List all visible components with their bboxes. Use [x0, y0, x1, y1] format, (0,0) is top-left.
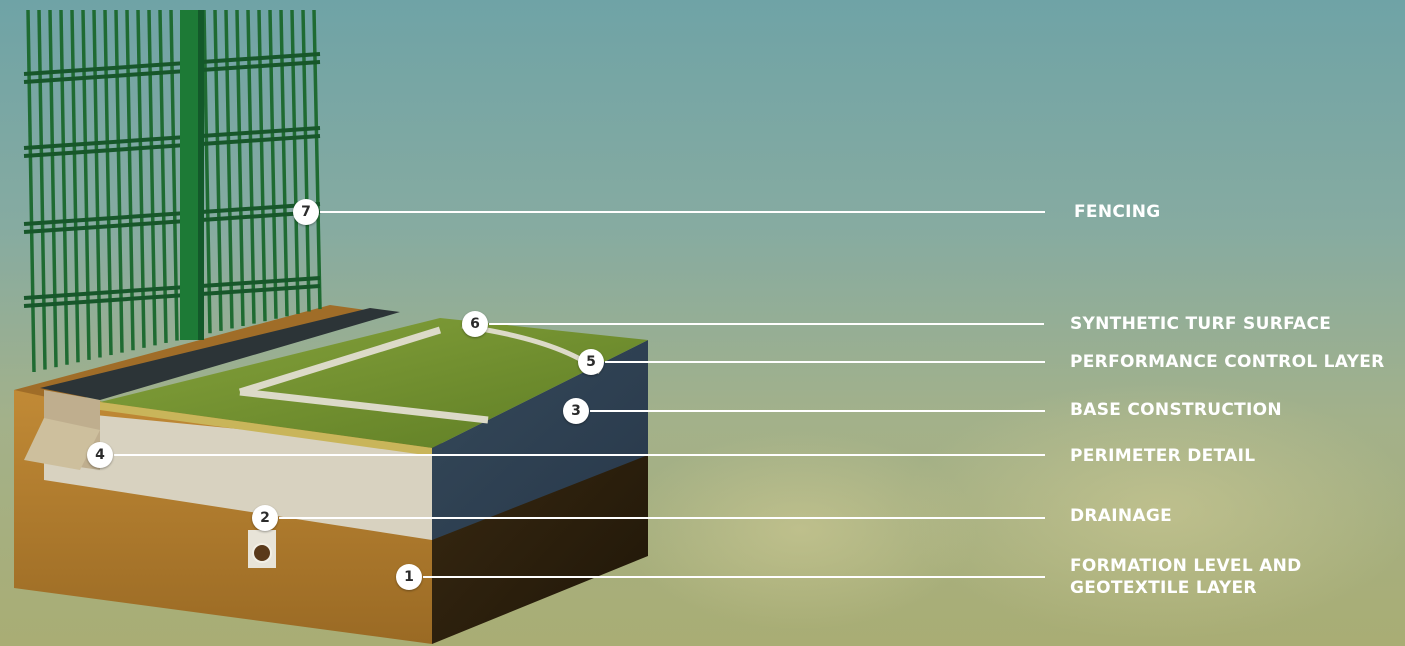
fence-wire-horizontal	[23, 52, 321, 76]
callout-leader-line	[605, 361, 1045, 363]
callout-label-formation-level: FORMATION LEVEL AND GEOTEXTILE LAYER	[1070, 555, 1302, 599]
fence-wire-horizontal	[23, 126, 321, 150]
fence-wire-vertical	[59, 9, 69, 365]
fence-wire-vertical	[246, 9, 256, 324]
base-construction-side	[432, 340, 648, 540]
fence-wire-vertical	[169, 9, 179, 341]
fence-wire-vertical	[92, 9, 102, 358]
fence-wire-vertical	[103, 9, 113, 356]
fence-wire-horizontal	[23, 284, 321, 308]
pitch-line-marking	[239, 388, 489, 424]
fence-post-shade	[198, 10, 204, 340]
callout-label-synthetic-turf-surface: SYNTHETIC TURF SURFACE	[1070, 314, 1332, 334]
fence-wire-horizontal	[23, 210, 321, 234]
fence-wire-vertical	[312, 9, 322, 310]
pitch-line-marking	[238, 326, 442, 396]
fence-wire-horizontal	[23, 202, 321, 226]
callout-label-line: GEOTEXTILE LAYER	[1070, 578, 1257, 598]
callout-label-line: FORMATION LEVEL AND	[1070, 556, 1302, 576]
fence-wire-vertical	[202, 9, 212, 334]
fence-wire-vertical	[268, 9, 278, 319]
callout-label-fencing: FENCING	[1074, 202, 1161, 222]
callout-leader-line	[423, 576, 1045, 578]
callout-badge: 1	[396, 564, 422, 590]
fence-wire-horizontal	[23, 276, 321, 300]
fence-wire-horizontal	[23, 134, 321, 158]
fence-wire-vertical	[224, 9, 234, 329]
synthetic-turf-surface	[100, 318, 648, 448]
callout-badge: 2	[252, 505, 278, 531]
callout-label-drainage: DRAINAGE	[1070, 506, 1173, 526]
callout-badge: 3	[563, 398, 589, 424]
fence-wire-vertical	[37, 9, 47, 370]
background-haze	[620, 430, 980, 630]
fence-wire-vertical	[213, 9, 223, 331]
fence-wire-vertical	[81, 9, 91, 360]
fence-wire-vertical	[158, 9, 168, 343]
callout-label-base-construction: BASE CONSTRUCTION	[1070, 400, 1282, 420]
callout-leader-line	[320, 211, 1045, 213]
fence-wire-vertical	[235, 9, 245, 327]
fence-wire-vertical	[26, 9, 36, 373]
fence-wire-vertical	[290, 9, 300, 314]
callout-badge: 4	[87, 442, 113, 468]
callout-label-perimeter-detail: PERIMETER DETAIL	[1070, 446, 1256, 466]
background-haze	[900, 380, 1405, 640]
fence-wire-vertical	[48, 9, 58, 368]
performance-layer-edge	[100, 402, 432, 456]
callout-leader-line	[489, 323, 1044, 325]
perimeter-kerb-wedge	[24, 418, 100, 470]
callout-badge: 6	[462, 311, 488, 337]
fence-wire-vertical	[257, 9, 267, 322]
callout-leader-line	[590, 410, 1045, 412]
callout-label-performance-control-layer: PERFORMANCE CONTROL LAYER	[1070, 352, 1385, 372]
fence-wire-vertical	[147, 9, 157, 346]
fence-post	[180, 10, 202, 340]
callout-leader-line	[279, 517, 1045, 519]
callout-badge: 5	[578, 349, 604, 375]
callout-badge: 7	[293, 199, 319, 225]
fence-panel	[23, 9, 322, 373]
perimeter-path-dark	[40, 308, 400, 400]
fence-wire-vertical	[70, 9, 80, 363]
drainage-pipe	[252, 543, 272, 563]
fence-wire-horizontal	[23, 60, 321, 84]
fence-wire-vertical	[279, 9, 289, 317]
callout-leader-line	[114, 454, 1045, 456]
fence-wire-vertical	[301, 9, 311, 312]
